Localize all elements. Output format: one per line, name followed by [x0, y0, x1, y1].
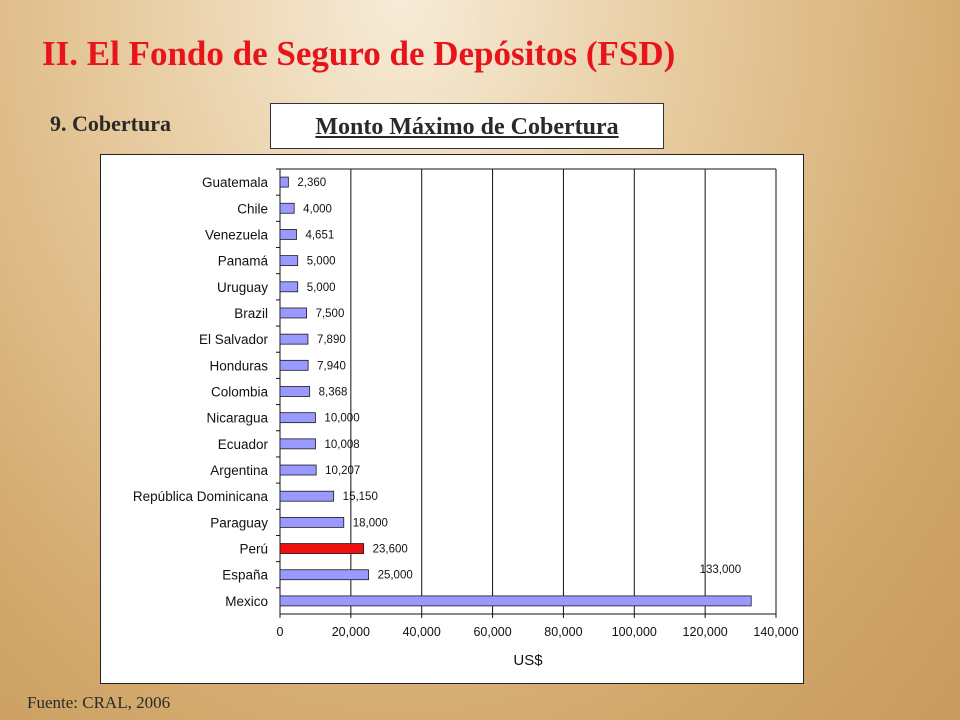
source-note: Fuente: CRAL, 2006 [27, 693, 171, 712]
data-label: 5,000 [307, 256, 336, 268]
chart-title: Monto Máximo de Cobertura [315, 114, 619, 140]
category-label: República Dominicana [133, 489, 269, 504]
slide-title: II. El Fondo de Seguro de Depósitos (FSD… [42, 34, 676, 73]
bar [279, 229, 297, 240]
category-label: Nicaragua [206, 411, 268, 426]
category-label: Mexico [225, 594, 268, 609]
bar [279, 412, 316, 424]
x-tick-label: 100,000 [612, 625, 657, 639]
bar [279, 202, 295, 214]
category-label: Chile [237, 201, 268, 216]
category-label: Paraguay [210, 515, 268, 530]
bar-highlight [279, 543, 365, 554]
section-label: 9. Cobertura [50, 111, 171, 136]
data-label: 7,940 [317, 360, 346, 372]
bar [279, 438, 316, 450]
bar [279, 255, 299, 267]
bar [279, 569, 369, 581]
bar [279, 307, 307, 319]
bar [279, 386, 311, 397]
bar [279, 490, 335, 502]
data-label: 2,360 [297, 177, 326, 189]
category-label: Perú [239, 542, 268, 557]
data-label: 25,000 [378, 570, 413, 582]
category-label: Colombia [211, 385, 269, 400]
category-label: Argentina [210, 463, 268, 478]
data-label: 5,000 [307, 282, 336, 294]
bar [279, 595, 752, 607]
x-tick-label: 0 [277, 625, 284, 639]
data-label: 4,000 [303, 203, 332, 215]
category-label: España [222, 568, 268, 583]
category-label: Uruguay [217, 280, 268, 295]
bar [279, 516, 345, 528]
x-tick-label: 20,000 [332, 625, 370, 639]
x-tick-label: 140,000 [753, 625, 798, 639]
bar [279, 333, 309, 345]
data-label: 8,368 [319, 387, 348, 399]
x-axis-title: US$ [513, 652, 543, 669]
category-label: Venezuela [205, 227, 269, 242]
data-label: 7,500 [316, 308, 345, 320]
data-label: 133,000 [700, 564, 742, 576]
data-label: 7,890 [317, 334, 346, 346]
category-label: Honduras [209, 358, 268, 373]
bar [279, 464, 317, 476]
data-label: 10,008 [324, 439, 359, 451]
bar [279, 359, 309, 371]
x-tick-label: 40,000 [403, 625, 441, 639]
category-label: Panamá [218, 254, 269, 269]
bar [279, 176, 289, 188]
category-label: Brazil [234, 306, 268, 321]
category-label: El Salvador [199, 332, 269, 347]
data-label: 23,600 [373, 544, 408, 556]
category-label: Ecuador [218, 437, 269, 452]
x-tick-label: 80,000 [544, 625, 582, 639]
data-label: 18,000 [353, 517, 388, 529]
chart-title-box: Monto Máximo de Cobertura [270, 103, 664, 149]
chart-panel: 0 20,000 40,000 60,000 80,000 100,000 120,000 1… [100, 154, 804, 684]
data-label: 10,000 [324, 413, 359, 425]
data-label: 10,207 [325, 465, 360, 477]
bar [279, 281, 299, 293]
data-label: 4,651 [305, 229, 334, 241]
bar-chart: 0 20,000 40,000 60,000 80,000 100,000 120,000 1… [133, 168, 799, 669]
data-label: 15,150 [343, 491, 378, 503]
x-tick-label: 60,000 [473, 625, 511, 639]
x-tick-label: 120,000 [683, 625, 728, 639]
category-label: Guatemala [202, 175, 269, 190]
